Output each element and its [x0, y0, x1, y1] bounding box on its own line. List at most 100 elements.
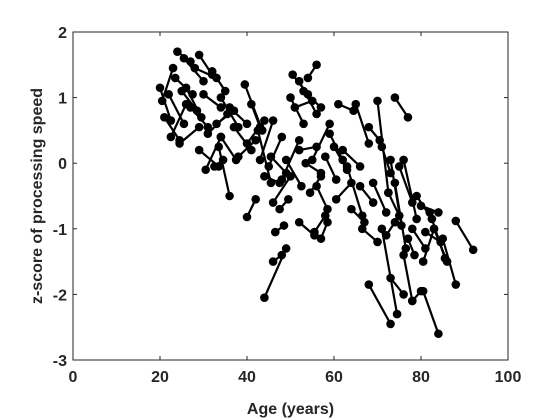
x-tick-label: 100: [495, 369, 522, 386]
data-point: [225, 191, 234, 201]
data-point: [307, 155, 317, 165]
series-line: [161, 67, 175, 102]
data-point: [166, 132, 176, 142]
data-point: [268, 116, 278, 125]
data-point: [434, 329, 443, 339]
data-point: [364, 280, 374, 289]
subject-series: [270, 221, 289, 237]
subject-series: [451, 216, 478, 255]
series-line: [217, 146, 231, 197]
subject-series: [390, 93, 413, 122]
data-point: [364, 122, 374, 132]
y-tick-label: 0: [58, 156, 67, 173]
subject-series: [399, 155, 421, 224]
subject-series: [155, 83, 176, 125]
series-line: [454, 220, 475, 251]
subject-series: [199, 90, 226, 112]
data-point: [342, 162, 352, 171]
subject-series: [307, 119, 334, 165]
data-point: [299, 119, 308, 129]
y-tick-label: 2: [58, 25, 67, 42]
data-point: [179, 53, 189, 63]
data-point: [323, 217, 332, 227]
subject-series: [438, 234, 461, 289]
data-point: [303, 73, 313, 83]
data-point: [401, 244, 411, 253]
data-point: [399, 290, 408, 299]
data-point: [203, 129, 213, 138]
subject-series: [355, 181, 378, 207]
data-point: [368, 178, 378, 188]
data-point: [316, 103, 326, 112]
y-tick-label: -2: [53, 287, 67, 304]
series-line: [256, 130, 272, 184]
data-point: [451, 216, 461, 226]
subject-series: [181, 83, 206, 122]
subject-series: [386, 273, 408, 299]
data-point: [290, 103, 300, 112]
series-line: [354, 103, 370, 144]
series-line: [204, 136, 222, 171]
data-point: [338, 145, 348, 155]
subject-series: [303, 60, 321, 83]
data-point: [253, 126, 263, 135]
series-line: [398, 166, 414, 203]
plot-frame: [72, 31, 509, 361]
series-line: [267, 136, 283, 167]
x-axis-label: Age (years): [247, 401, 334, 418]
data-point: [251, 194, 260, 204]
data-point: [212, 119, 221, 129]
y-axis-label: z-score of processing speed: [29, 88, 46, 304]
subject-series: [175, 122, 204, 148]
data-point: [199, 76, 208, 86]
data-point: [373, 237, 382, 247]
series-line: [285, 159, 303, 187]
x-tick-label: 60: [325, 369, 343, 386]
data-point: [425, 208, 435, 217]
y-tick-label: -1: [53, 222, 67, 239]
data-point: [260, 172, 269, 181]
data-point: [408, 296, 417, 306]
subject-series: [334, 99, 358, 116]
subject-series: [186, 103, 213, 132]
data-point: [323, 204, 332, 214]
series-line: [311, 123, 331, 161]
data-point: [268, 257, 278, 266]
series-line: [367, 284, 392, 325]
x-tick-label: 0: [69, 369, 78, 386]
subject-series: [390, 178, 411, 253]
data-point: [268, 198, 278, 207]
data-point: [242, 212, 252, 222]
subject-series: [264, 132, 287, 171]
data-point: [373, 96, 382, 106]
subject-series: [242, 194, 260, 222]
data-point: [170, 73, 180, 83]
data-point: [255, 155, 265, 165]
data-point: [247, 145, 256, 155]
data-point: [225, 103, 234, 112]
subject-series: [225, 103, 252, 129]
data-point: [403, 234, 413, 243]
data-point: [299, 86, 308, 96]
data-point: [155, 83, 165, 93]
subject-series: [338, 145, 365, 171]
data-point: [364, 139, 374, 148]
data-point: [234, 152, 243, 161]
data-point: [201, 165, 210, 175]
data-point: [279, 221, 289, 230]
data-point: [321, 211, 330, 220]
data-point: [334, 99, 343, 109]
data-point: [264, 162, 274, 171]
data-point: [355, 162, 365, 171]
data-point: [157, 96, 167, 106]
data-point: [368, 198, 378, 207]
data-point: [416, 201, 426, 211]
series-line: [402, 254, 414, 302]
data-point: [240, 80, 250, 89]
x-tick-label: 20: [151, 369, 169, 386]
data-point: [277, 132, 287, 142]
data-point: [312, 60, 321, 70]
series-line: [169, 103, 188, 138]
data-point: [220, 86, 230, 96]
data-point: [260, 293, 269, 302]
